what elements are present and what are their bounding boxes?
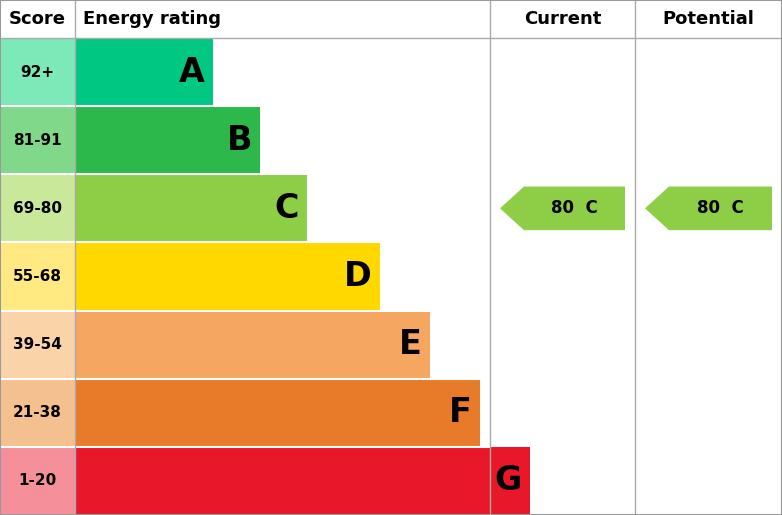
Bar: [75, 174, 307, 243]
Text: F: F: [449, 396, 472, 430]
Text: C: C: [274, 192, 299, 225]
Polygon shape: [500, 186, 625, 230]
Bar: [0, 311, 75, 379]
Text: 55-68: 55-68: [13, 269, 62, 284]
Text: G: G: [495, 465, 522, 497]
Bar: [0, 379, 75, 447]
Text: Current: Current: [524, 10, 601, 28]
Bar: [0, 447, 75, 515]
Bar: [0, 243, 75, 311]
Text: 80  C: 80 C: [697, 199, 744, 217]
Text: 92+: 92+: [20, 64, 55, 80]
Bar: [75, 38, 213, 106]
Text: 80  C: 80 C: [551, 199, 598, 217]
Bar: [75, 243, 380, 311]
Text: 69-80: 69-80: [13, 201, 62, 216]
Bar: [75, 106, 260, 174]
Text: 21-38: 21-38: [13, 405, 62, 420]
Text: D: D: [344, 260, 372, 293]
Text: 81-91: 81-91: [13, 133, 62, 148]
Text: Energy rating: Energy rating: [83, 10, 221, 28]
Bar: [75, 447, 530, 515]
Bar: [0, 174, 75, 243]
Text: E: E: [399, 328, 422, 361]
Bar: [75, 311, 430, 379]
Text: B: B: [227, 124, 252, 157]
Text: 39-54: 39-54: [13, 337, 62, 352]
Polygon shape: [645, 186, 772, 230]
Text: Score: Score: [9, 10, 66, 28]
Bar: [0, 38, 75, 106]
Bar: [75, 379, 480, 447]
Bar: [0, 106, 75, 174]
Text: A: A: [179, 56, 205, 89]
Text: 1-20: 1-20: [18, 473, 56, 488]
Text: Potential: Potential: [662, 10, 755, 28]
